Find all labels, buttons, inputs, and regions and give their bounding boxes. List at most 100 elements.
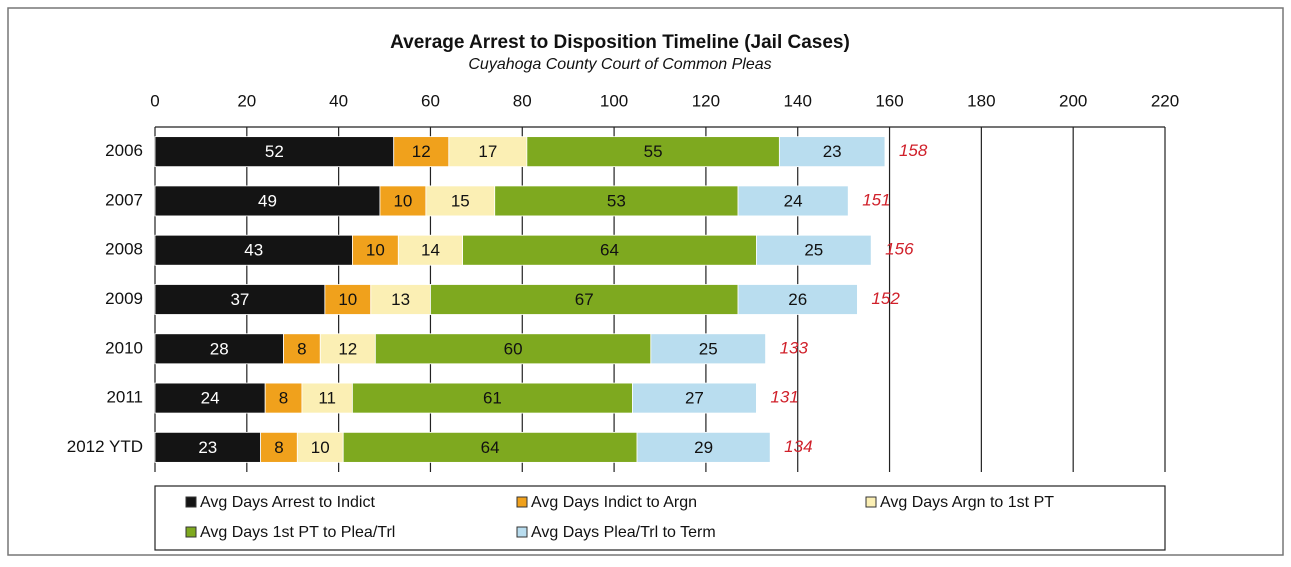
bar-segment <box>650 333 766 365</box>
data-label: 28 <box>210 339 229 358</box>
bar-segment <box>393 136 450 168</box>
bar-segment <box>526 136 780 168</box>
bar-segment <box>342 431 638 463</box>
total-label: 151 <box>862 190 890 209</box>
bar-segment <box>397 234 463 266</box>
y-tick-label: 2007 <box>105 190 143 209</box>
chart-subtitle: Cuyahoga County Court of Common Pleas <box>468 56 771 73</box>
data-label: 53 <box>607 191 626 210</box>
y-tick-label: 2008 <box>105 240 143 259</box>
bar-segment <box>632 382 757 414</box>
total-label: 156 <box>885 240 914 259</box>
bar-segment <box>370 284 431 315</box>
data-label: 61 <box>483 389 502 408</box>
bar-segment <box>154 234 353 266</box>
bar-segment <box>636 431 771 463</box>
legend-swatch <box>185 496 197 508</box>
legend-swatch <box>865 496 877 508</box>
bar-segment <box>462 234 757 266</box>
bar-segment <box>296 431 344 463</box>
total-label: 158 <box>899 141 928 160</box>
y-tick-label: 2011 <box>106 388 143 407</box>
data-label: 8 <box>297 339 306 358</box>
data-label: 67 <box>575 290 594 309</box>
data-label: 24 <box>784 191 803 210</box>
y-tick-label: 2010 <box>105 338 143 357</box>
data-label: 14 <box>421 241 440 260</box>
bar-segment <box>494 185 739 217</box>
bar-segment <box>756 234 872 266</box>
data-label: 12 <box>412 142 431 161</box>
data-label: 49 <box>258 191 277 210</box>
legend-label: Avg Days Plea/Trl to Term <box>531 524 716 541</box>
data-label: 24 <box>201 389 220 408</box>
legend-label: Avg Days Argn to 1st PT <box>880 494 1054 511</box>
bar-segment <box>154 284 326 315</box>
bar-segment <box>283 333 321 365</box>
bar-segment <box>737 185 849 217</box>
data-label: 13 <box>391 290 410 309</box>
data-label: 64 <box>600 241 619 260</box>
bar-segment <box>260 431 298 463</box>
data-label: 27 <box>685 389 704 408</box>
x-tick-label: 60 <box>421 91 440 110</box>
bar-segment <box>154 431 261 463</box>
bar-segment <box>301 382 353 414</box>
data-label: 43 <box>244 241 263 260</box>
data-label: 8 <box>274 438 283 457</box>
data-label: 10 <box>338 290 357 309</box>
data-label: 52 <box>265 142 284 161</box>
data-label: 15 <box>451 191 470 210</box>
data-label: 25 <box>699 339 718 358</box>
x-tick-label: 180 <box>967 91 995 110</box>
y-tick-label: 2006 <box>105 141 143 160</box>
total-label: 131 <box>770 388 798 407</box>
x-tick-label: 200 <box>1059 91 1087 110</box>
data-label: 8 <box>279 389 288 408</box>
data-label: 10 <box>311 438 330 457</box>
legend-label: Avg Days Indict to Argn <box>531 494 697 511</box>
bar-segment <box>430 284 739 315</box>
total-label: 134 <box>784 437 812 456</box>
data-label: 55 <box>644 142 663 161</box>
legend-swatch <box>516 496 528 508</box>
x-tick-label: 160 <box>875 91 903 110</box>
bar-segment <box>154 185 381 217</box>
x-tick-label: 220 <box>1151 91 1179 110</box>
bar-segment <box>737 284 858 315</box>
data-label: 10 <box>393 191 412 210</box>
y-tick-label: 2009 <box>105 289 143 308</box>
data-label: 23 <box>198 438 217 457</box>
x-tick-label: 100 <box>600 91 628 110</box>
frame <box>7 7 1284 556</box>
data-label: 23 <box>823 142 842 161</box>
x-tick-label: 40 <box>329 91 348 110</box>
x-tick-label: 0 <box>150 91 159 110</box>
x-tick-label: 20 <box>237 91 256 110</box>
legend-label: Avg Days Arrest to Indict <box>200 494 375 511</box>
total-label: 152 <box>871 289 900 308</box>
legend-swatch <box>185 526 197 538</box>
legend-box <box>154 485 1166 551</box>
y-tick-label: 2012 YTD <box>67 437 143 456</box>
bar-segment <box>324 284 372 315</box>
data-label: 10 <box>366 241 385 260</box>
data-label: 11 <box>318 389 336 408</box>
bar-segment <box>374 333 652 365</box>
chart-title: Average Arrest to Disposition Timeline (… <box>390 32 850 53</box>
data-label: 12 <box>338 339 357 358</box>
data-label: 64 <box>481 438 500 457</box>
x-tick-label: 140 <box>784 91 812 110</box>
data-label: 25 <box>804 241 823 260</box>
bar-segment <box>778 136 886 168</box>
bar-segment <box>379 185 427 217</box>
data-label: 17 <box>478 142 497 161</box>
bar-segment <box>154 136 395 168</box>
total-label: 133 <box>780 338 809 357</box>
x-tick-label: 120 <box>692 91 720 110</box>
bar-segment <box>448 136 528 168</box>
data-label: 26 <box>788 290 807 309</box>
data-label: 29 <box>694 438 713 457</box>
x-tick-label: 80 <box>513 91 532 110</box>
